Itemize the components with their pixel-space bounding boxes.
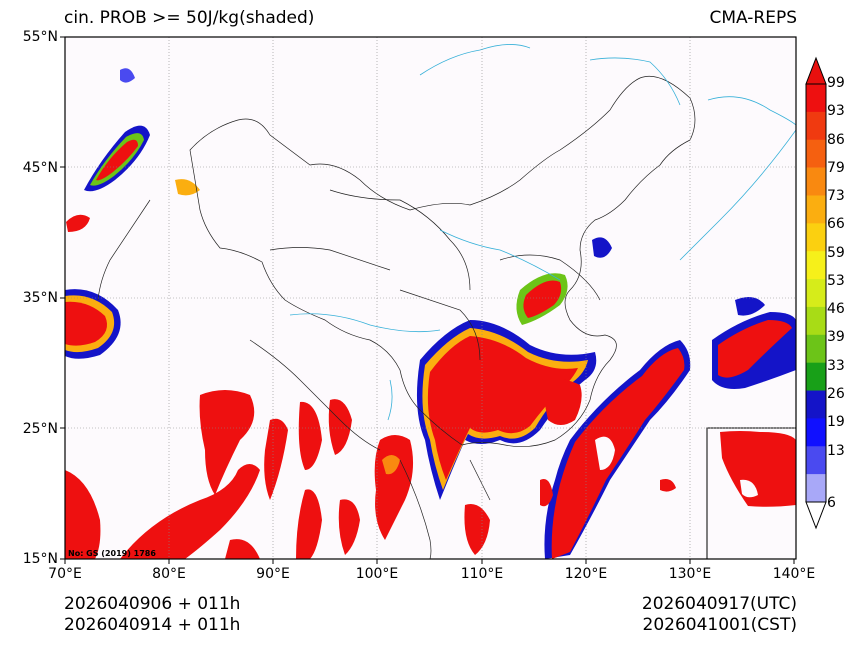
colorbar-extend-min (805, 501, 827, 530)
colorbar-segment (806, 223, 826, 252)
colorbar-extend-max (805, 56, 827, 85)
colorbar-segment (806, 84, 826, 113)
colorbar-tick-6: 6 (827, 495, 836, 511)
colorbar-segment (806, 446, 826, 475)
axis-ticks (60, 36, 795, 564)
colorbar-segment (806, 251, 826, 280)
colorbar-frame (805, 83, 827, 503)
chart-title: cin. PROB >= 50J/kg(shaded) (64, 8, 315, 28)
colorbar-tick-53: 53 (827, 273, 845, 289)
colorbar-tick-13: 13 (827, 443, 845, 459)
colorbar-tick-93: 93 (827, 103, 845, 119)
colorbar-tick-59: 59 (827, 245, 845, 261)
colorbar-tick-86: 86 (827, 132, 845, 148)
colorbar-segment (806, 279, 826, 308)
colorbar-tick-73: 73 (827, 188, 845, 204)
colorbar-tick-79: 79 (827, 160, 845, 176)
colorbar-segment (806, 418, 826, 447)
lon-label-140: 140°E (772, 566, 816, 582)
colorbar-tick-19: 19 (827, 414, 845, 430)
valid-time-utc: 2026040917(UTC) (641, 594, 797, 614)
colorbar-segment (806, 111, 826, 141)
lon-label-90: 90°E (256, 566, 290, 582)
valid-time-cst: 2026041001(CST) (642, 615, 797, 635)
colorbar-tick-99: 99 (827, 75, 845, 91)
local-init-time: 2026040914 + 011h (64, 615, 241, 635)
model-name: CMA-REPS (709, 8, 797, 28)
colorbar-segment (806, 139, 826, 168)
approval-number: No: GS (2019) 1786 (68, 549, 156, 558)
rivers-coastlines (289, 44, 796, 421)
lon-label-100: 100°E (355, 566, 399, 582)
lon-label-120: 120°E (564, 566, 608, 582)
colorbar-segment (806, 195, 826, 224)
lon-label-70: 70°E (48, 566, 82, 582)
colorbar-segment (806, 334, 826, 363)
lon-label-80: 80°E (152, 566, 186, 582)
colorbar-segment (806, 167, 826, 196)
colorbar-tick-39: 39 (827, 329, 845, 345)
colorbar-segment (806, 306, 826, 336)
colorbar-tick-33: 33 (827, 358, 845, 374)
colorbar-segment (806, 474, 826, 503)
lat-label-25: 25°N (22, 421, 58, 437)
colorbar-segment (806, 390, 826, 419)
inset-shading (720, 431, 796, 507)
colorbar-tick-66: 66 (827, 216, 845, 232)
init-time: 2026040906 + 011h (64, 594, 241, 614)
colorbar (805, 56, 827, 530)
colorbar-segment (806, 362, 826, 391)
lon-label-110: 110°E (460, 566, 504, 582)
country-boundaries (97, 75, 696, 559)
lon-label-130: 130°E (668, 566, 712, 582)
lat-label-15: 15°N (22, 551, 58, 567)
colorbar-tick-46: 46 (827, 301, 845, 317)
gridlines (65, 37, 796, 559)
lat-label-35: 35°N (22, 290, 58, 306)
colorbar-tick-26: 26 (827, 386, 845, 402)
lat-label-55: 55°N (22, 29, 58, 45)
probability-shading (65, 68, 796, 559)
map-frame (64, 36, 797, 560)
inset-gap (740, 479, 758, 498)
lat-label-45: 45°N (22, 160, 58, 176)
